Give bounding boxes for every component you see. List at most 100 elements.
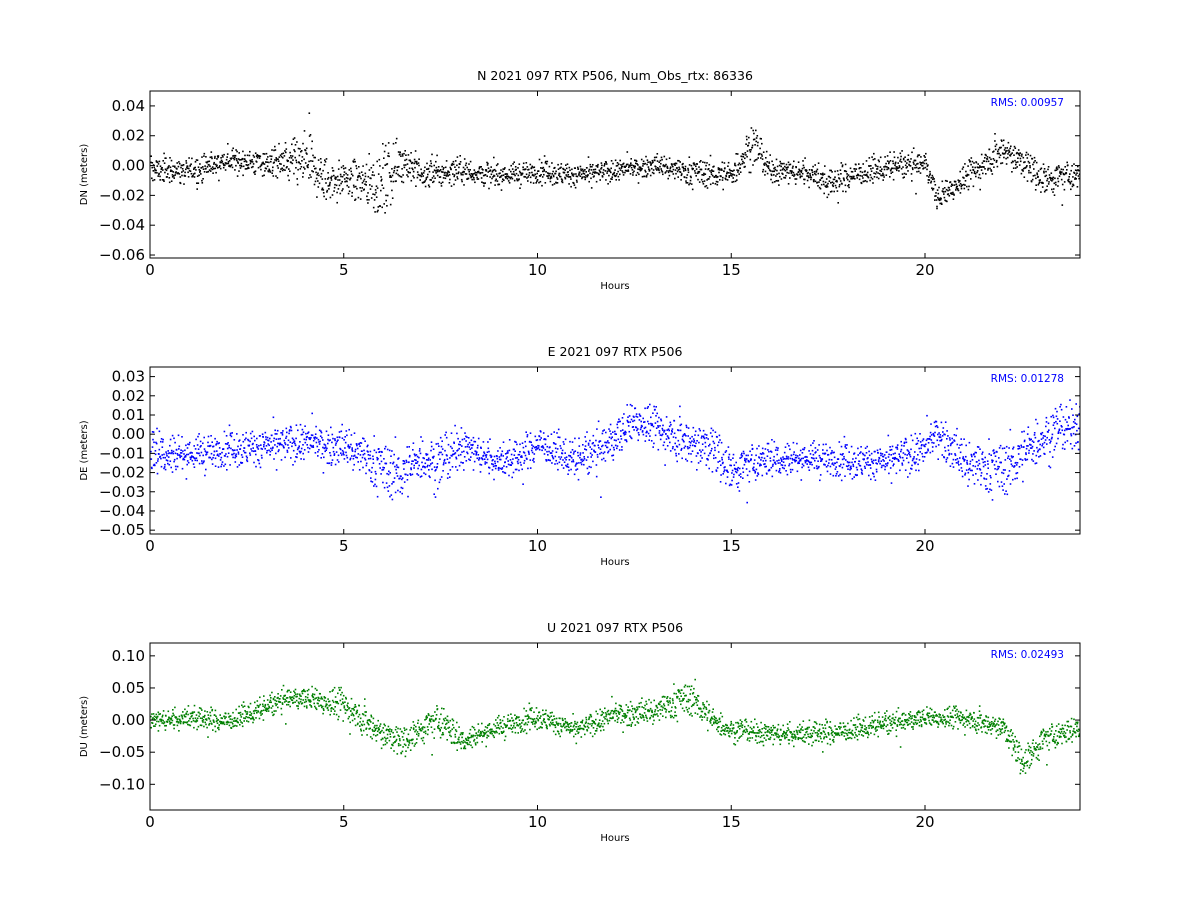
data-point xyxy=(994,133,996,135)
data-point xyxy=(359,198,362,200)
data-point xyxy=(398,165,400,168)
data-point xyxy=(631,405,633,407)
data-point xyxy=(693,441,695,443)
data-point xyxy=(164,463,166,466)
data-point xyxy=(249,159,251,162)
data-point xyxy=(893,167,895,170)
data-point xyxy=(295,167,297,169)
data-point xyxy=(320,161,322,164)
data-point xyxy=(697,462,700,464)
data-point xyxy=(779,462,781,464)
data-point xyxy=(307,432,309,435)
data-point xyxy=(712,182,714,184)
data-point xyxy=(592,434,595,437)
data-point xyxy=(294,144,297,146)
data-point xyxy=(478,171,480,174)
data-point xyxy=(368,153,370,155)
data-point xyxy=(841,165,844,168)
data-point xyxy=(622,174,625,176)
data-point xyxy=(637,168,639,170)
data-point xyxy=(586,167,588,169)
data-point xyxy=(633,166,635,168)
data-point xyxy=(391,483,393,485)
data-point xyxy=(612,431,614,433)
data-point xyxy=(544,160,547,163)
data-point xyxy=(519,443,521,446)
data-point xyxy=(768,161,770,163)
data-point xyxy=(288,168,290,170)
data-point xyxy=(909,165,912,167)
data-point xyxy=(446,477,449,479)
data-point xyxy=(668,157,671,159)
data-point xyxy=(840,173,842,175)
data-point xyxy=(408,446,410,448)
data-point xyxy=(426,453,429,456)
data-point xyxy=(393,169,396,172)
data-point xyxy=(781,460,783,462)
data-point xyxy=(535,182,537,184)
data-point xyxy=(291,442,294,444)
data-point xyxy=(919,167,921,169)
data-point xyxy=(1008,149,1010,152)
data-point xyxy=(847,461,850,464)
data-point xyxy=(944,450,947,452)
data-point xyxy=(572,175,575,177)
data-point xyxy=(846,460,849,463)
data-point xyxy=(891,167,894,170)
data-point xyxy=(721,161,724,164)
data-point xyxy=(839,465,841,468)
data-point xyxy=(587,156,590,158)
data-point xyxy=(889,467,892,469)
data-point xyxy=(605,431,607,434)
data-point xyxy=(289,441,292,443)
data-point xyxy=(428,170,431,173)
data-point xyxy=(572,459,574,461)
data-point xyxy=(1039,168,1042,171)
data-point xyxy=(547,177,549,179)
data-point xyxy=(893,458,896,460)
data-point xyxy=(900,444,903,447)
data-point xyxy=(986,473,988,475)
data-point xyxy=(478,459,480,461)
data-point xyxy=(1046,185,1048,187)
data-point xyxy=(843,435,846,438)
data-point xyxy=(377,457,379,460)
data-point xyxy=(915,443,918,445)
data-point xyxy=(244,168,247,170)
data-point xyxy=(304,149,307,152)
data-point xyxy=(442,171,444,173)
data-point xyxy=(453,174,456,176)
data-point xyxy=(761,447,764,450)
data-point xyxy=(775,469,778,472)
data-point xyxy=(849,175,852,178)
data-point xyxy=(564,177,567,180)
data-point xyxy=(750,454,753,456)
data-point xyxy=(909,455,912,458)
data-point xyxy=(169,170,172,172)
data-point xyxy=(952,441,954,444)
data-point xyxy=(422,182,424,184)
data-point xyxy=(939,436,942,438)
data-point xyxy=(788,163,791,166)
data-point xyxy=(688,441,691,443)
data-point xyxy=(754,144,756,146)
data-point xyxy=(756,158,758,161)
data-point xyxy=(299,168,302,170)
data-point xyxy=(670,170,672,173)
data-point xyxy=(809,176,812,178)
data-point xyxy=(672,165,674,168)
data-point xyxy=(1002,144,1005,147)
data-point xyxy=(883,460,885,462)
data-point xyxy=(633,167,636,169)
data-point xyxy=(261,433,264,435)
data-point xyxy=(534,435,537,438)
data-point xyxy=(423,181,426,183)
data-point xyxy=(369,450,372,453)
data-point xyxy=(744,457,746,460)
data-point xyxy=(234,456,236,459)
data-point xyxy=(262,162,265,165)
data-point xyxy=(944,421,947,423)
data-point xyxy=(824,464,826,466)
data-point xyxy=(415,454,418,456)
data-point xyxy=(832,182,835,185)
